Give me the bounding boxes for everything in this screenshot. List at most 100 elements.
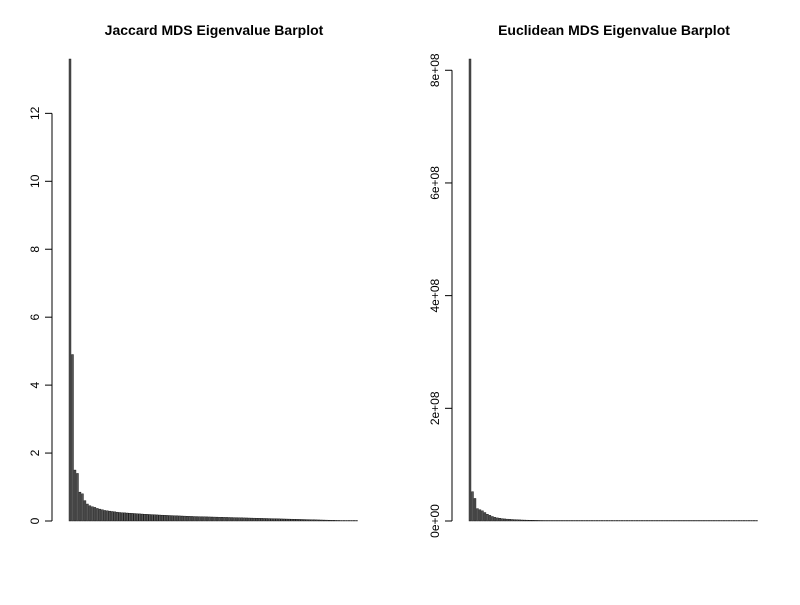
- bar: [747, 520, 751, 522]
- bar: [568, 520, 571, 522]
- bar: [335, 520, 338, 522]
- bar: [170, 515, 174, 522]
- bar: [618, 520, 621, 522]
- bar: [643, 520, 646, 522]
- bar: [193, 516, 196, 522]
- y-tick-label: 4: [28, 381, 42, 388]
- y-tick-label: 2e+08: [428, 391, 442, 425]
- bar: [200, 516, 204, 522]
- bar: [243, 517, 246, 522]
- bar: [128, 512, 131, 522]
- bar: [180, 515, 184, 522]
- bar: [190, 516, 194, 522]
- bar: [518, 519, 522, 522]
- bar: [722, 520, 726, 522]
- bar: [493, 517, 497, 522]
- bar: [101, 509, 104, 522]
- bar: [655, 520, 659, 522]
- bar-series: [468, 58, 758, 522]
- y-tick-label: 6: [28, 314, 42, 321]
- bar: [478, 509, 482, 522]
- bar: [337, 520, 341, 522]
- bar: [521, 519, 524, 522]
- bar: [695, 520, 698, 522]
- bar: [648, 520, 651, 522]
- bar: [663, 520, 666, 522]
- bar: [640, 520, 644, 522]
- bar: [578, 520, 581, 522]
- y-tick-label: 4e+08: [428, 278, 442, 312]
- bar: [516, 519, 519, 522]
- bar: [573, 520, 576, 522]
- bar: [273, 518, 276, 522]
- bar: [536, 520, 539, 522]
- bar: [73, 469, 77, 522]
- bar: [325, 519, 328, 522]
- bar: [533, 520, 536, 522]
- bar: [111, 511, 114, 522]
- bar: [342, 520, 346, 522]
- bar: [327, 519, 331, 522]
- bar: [148, 514, 151, 522]
- bar: [228, 517, 231, 522]
- bar: [560, 520, 564, 522]
- bar: [541, 520, 544, 522]
- bar: [151, 514, 154, 522]
- bar: [707, 520, 711, 522]
- bar: [688, 520, 691, 522]
- y-tick-label: 6e+08: [428, 166, 442, 200]
- bar: [248, 517, 251, 522]
- bar: [68, 58, 72, 522]
- bar: [290, 518, 293, 522]
- bar: [683, 520, 686, 522]
- bar: [531, 520, 534, 522]
- bar: [471, 491, 474, 522]
- bar: [717, 520, 721, 522]
- bar: [690, 520, 693, 522]
- bar: [240, 517, 244, 522]
- bar: [628, 520, 631, 522]
- bar: [250, 517, 254, 522]
- bar: [260, 518, 264, 522]
- bar: [732, 520, 736, 522]
- bar: [320, 519, 323, 522]
- bar: [245, 517, 249, 522]
- bar: [210, 516, 214, 522]
- bar: [278, 518, 281, 522]
- bar: [355, 520, 358, 522]
- bar: [345, 520, 348, 522]
- bar: [280, 518, 283, 522]
- bar: [745, 520, 748, 522]
- chart-title: Euclidean MDS Eigenvalue Barplot: [498, 22, 730, 38]
- bar: [198, 516, 201, 522]
- bar: [565, 520, 569, 522]
- bar: [188, 516, 191, 522]
- bar: [96, 508, 99, 522]
- bar: [178, 515, 181, 522]
- bar: [223, 517, 226, 522]
- bar: [268, 518, 271, 522]
- bar: [238, 517, 241, 522]
- bar: [208, 516, 211, 522]
- bar: [650, 520, 654, 522]
- bar: [133, 513, 136, 522]
- bar: [668, 520, 671, 522]
- bar: [108, 510, 112, 522]
- bar: [598, 520, 601, 522]
- bar: [131, 513, 134, 522]
- y-tick-label: 10: [28, 174, 42, 188]
- bar: [91, 506, 94, 522]
- jaccard-chart: Jaccard MDS Eigenvalue Barplot 0 2 4 6 8 10 12: [28, 22, 358, 524]
- bar: [298, 519, 301, 522]
- bar: [675, 520, 678, 522]
- bar: [183, 515, 186, 522]
- bar: [595, 520, 599, 522]
- bar: [670, 520, 673, 522]
- bar: [205, 516, 209, 522]
- bar: [103, 510, 107, 522]
- bar: [106, 510, 109, 522]
- bar: [121, 512, 124, 522]
- bar: [116, 511, 119, 522]
